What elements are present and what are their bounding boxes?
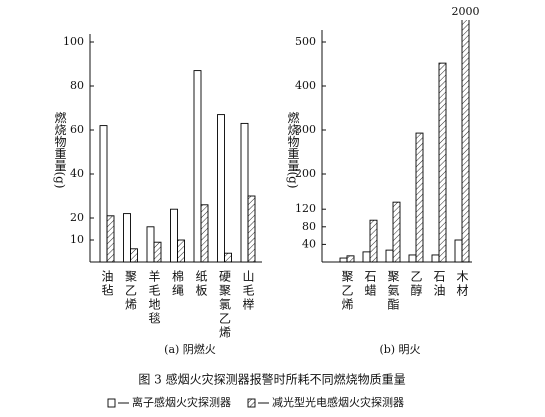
bar (146, 226, 155, 263)
x-tick-label: 石蜡 (363, 270, 377, 298)
y-tick-label: 300 (295, 123, 316, 136)
bar (217, 114, 225, 263)
bar (346, 255, 355, 263)
bar (415, 132, 424, 263)
bar (99, 125, 108, 263)
bar (431, 254, 440, 263)
y-tick-label: 40 (70, 167, 84, 180)
bar (461, 20, 470, 263)
bar (200, 204, 209, 263)
y-tick-label: 60 (70, 123, 84, 136)
legend-label: 减光型光电感烟火灾探测器 (272, 395, 404, 409)
y-axis-label: 燃烧物重量(g) (53, 110, 67, 188)
x-tick-label: 木材 (455, 270, 469, 298)
x-tick-label: 棉绳 (171, 270, 185, 298)
caption: 图 3 感烟火灾探测器报警时所耗不同燃烧物质重量 (138, 372, 405, 387)
x-tick-label: 纸板 (194, 270, 208, 298)
y-tick-label: 200 (295, 167, 316, 180)
bar (438, 62, 447, 263)
y-tick-label: 10 (70, 233, 84, 246)
bar (153, 241, 162, 263)
bars (339, 20, 470, 263)
subtitle: (a) 阴燃火 (164, 342, 216, 356)
x-tick-label: 油毡 (100, 270, 114, 298)
x-tick-label: 乙醇 (409, 270, 423, 298)
x-tick-label: 聚氨酯 (386, 270, 400, 312)
bar (454, 239, 463, 263)
value-label: 2000 (452, 5, 480, 18)
y-tick-label: 100 (63, 35, 84, 48)
bar (224, 252, 232, 263)
x-tick-label: 硬聚氯乙烯 (218, 270, 232, 340)
bar (339, 257, 348, 263)
bar (177, 239, 185, 263)
subtitle: (b) 明火 (379, 343, 420, 356)
x-tick-label: 石油 (432, 270, 446, 298)
bar (362, 251, 371, 263)
bar (106, 215, 115, 263)
bar (247, 195, 256, 263)
y-tick-label: 80 (70, 79, 84, 92)
x-tick-label: 山毛榉 (241, 270, 255, 312)
x-tick-label: 羊毛地毯 (147, 269, 161, 326)
bar (123, 213, 131, 263)
y-tick-label: 20 (70, 211, 84, 224)
y-tick-label: 80 (302, 220, 316, 233)
legend-icon (247, 398, 256, 408)
y-tick-label: 500 (295, 35, 316, 48)
bar (392, 201, 401, 263)
bar (369, 219, 378, 263)
bar (193, 70, 202, 263)
bars (99, 70, 256, 263)
bar (130, 248, 138, 263)
bar (408, 254, 417, 263)
bar (170, 208, 178, 263)
x-tick-label: 聚乙烯 (124, 270, 138, 312)
x-tick-label: 聚乙烯 (340, 270, 354, 312)
y-tick-label: 400 (295, 79, 316, 92)
y-tick-label: 40 (302, 237, 316, 250)
legend-icon (107, 398, 116, 408)
bar (240, 122, 249, 263)
legend-label: 离子感烟火灾探测器 (132, 395, 231, 409)
y-tick-label: 120 (295, 202, 316, 215)
y-axis-label: 燃烧物重量(g) (286, 110, 300, 188)
bar (385, 249, 394, 263)
